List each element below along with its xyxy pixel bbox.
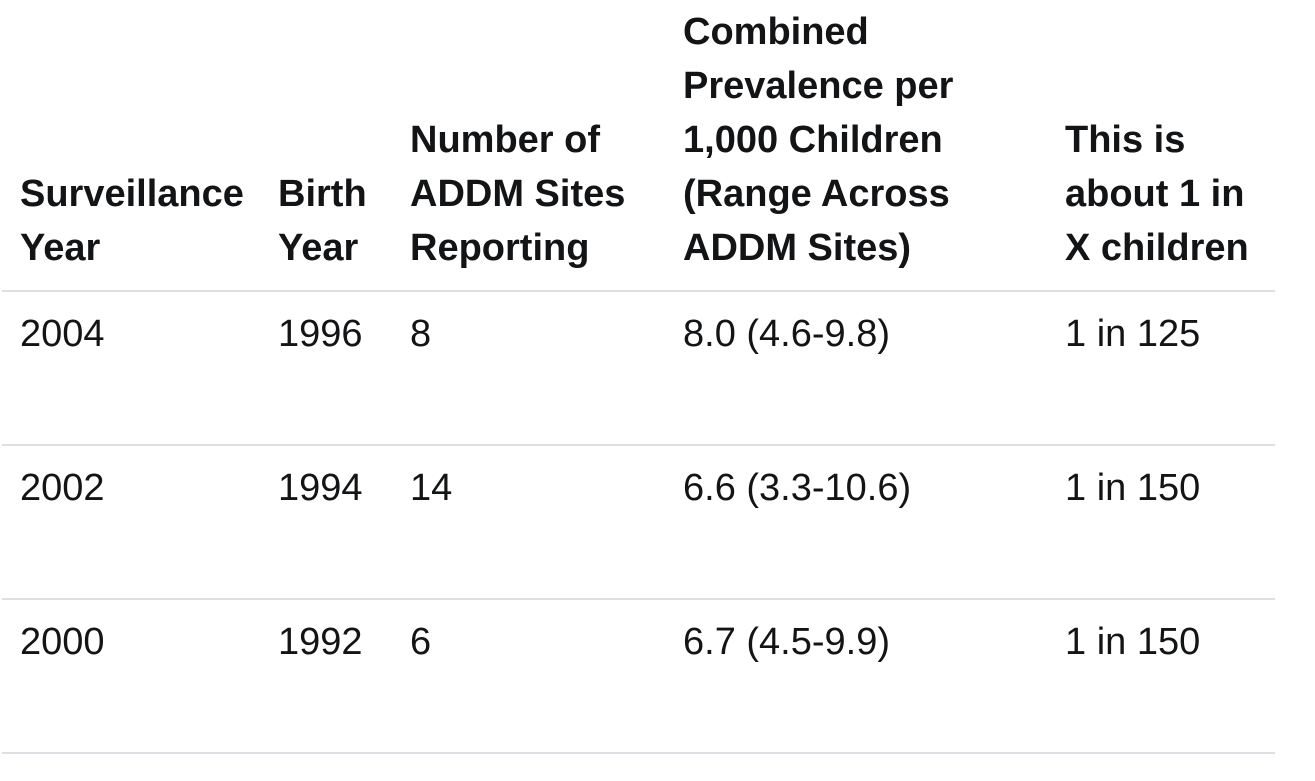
cell-addm-sites: 6 [393, 599, 666, 754]
table-row: 2004 1996 8 8.0 (4.6-9.8) 1 in 125 [2, 291, 1275, 446]
cell-one-in-x: 1 in 150 [1048, 445, 1275, 600]
table-header: Surveillance Year Birth Year Number of A… [2, 0, 1275, 292]
cell-surveillance-year: 2002 [2, 445, 260, 600]
cell-surveillance-year: 2000 [2, 599, 260, 754]
cell-birth-year: 1996 [260, 291, 393, 446]
cell-prevalence: 8.0 (4.6-9.8) [666, 291, 1048, 446]
column-header-surveillance-year: Surveillance Year [2, 0, 260, 292]
column-header-addm-sites-reporting: Number of ADDM Sites Reporting [393, 0, 666, 292]
table-row: 2000 1992 6 6.7 (4.5-9.9) 1 in 150 [2, 599, 1275, 754]
cell-surveillance-year: 2004 [2, 291, 260, 446]
cell-prevalence: 6.7 (4.5-9.9) [666, 599, 1048, 754]
cell-birth-year: 1992 [260, 599, 393, 754]
cell-birth-year: 1994 [260, 445, 393, 600]
header-row: Surveillance Year Birth Year Number of A… [2, 0, 1275, 292]
cell-prevalence: 6.6 (3.3-10.6) [666, 445, 1048, 600]
cell-one-in-x: 1 in 125 [1048, 291, 1275, 446]
column-header-one-in-x: This is about 1 in X children [1048, 0, 1275, 292]
cell-one-in-x: 1 in 150 [1048, 599, 1275, 754]
addm-prevalence-table: Surveillance Year Birth Year Number of A… [2, 0, 1275, 754]
column-header-birth-year: Birth Year [260, 0, 393, 292]
cell-addm-sites: 14 [393, 445, 666, 600]
cell-addm-sites: 8 [393, 291, 666, 446]
table-row: 2002 1994 14 6.6 (3.3-10.6) 1 in 150 [2, 445, 1275, 600]
column-header-combined-prevalence: Combined Prevalence per 1,000 Children (… [666, 0, 1048, 292]
table-body: 2004 1996 8 8.0 (4.6-9.8) 1 in 125 2002 … [2, 291, 1275, 754]
